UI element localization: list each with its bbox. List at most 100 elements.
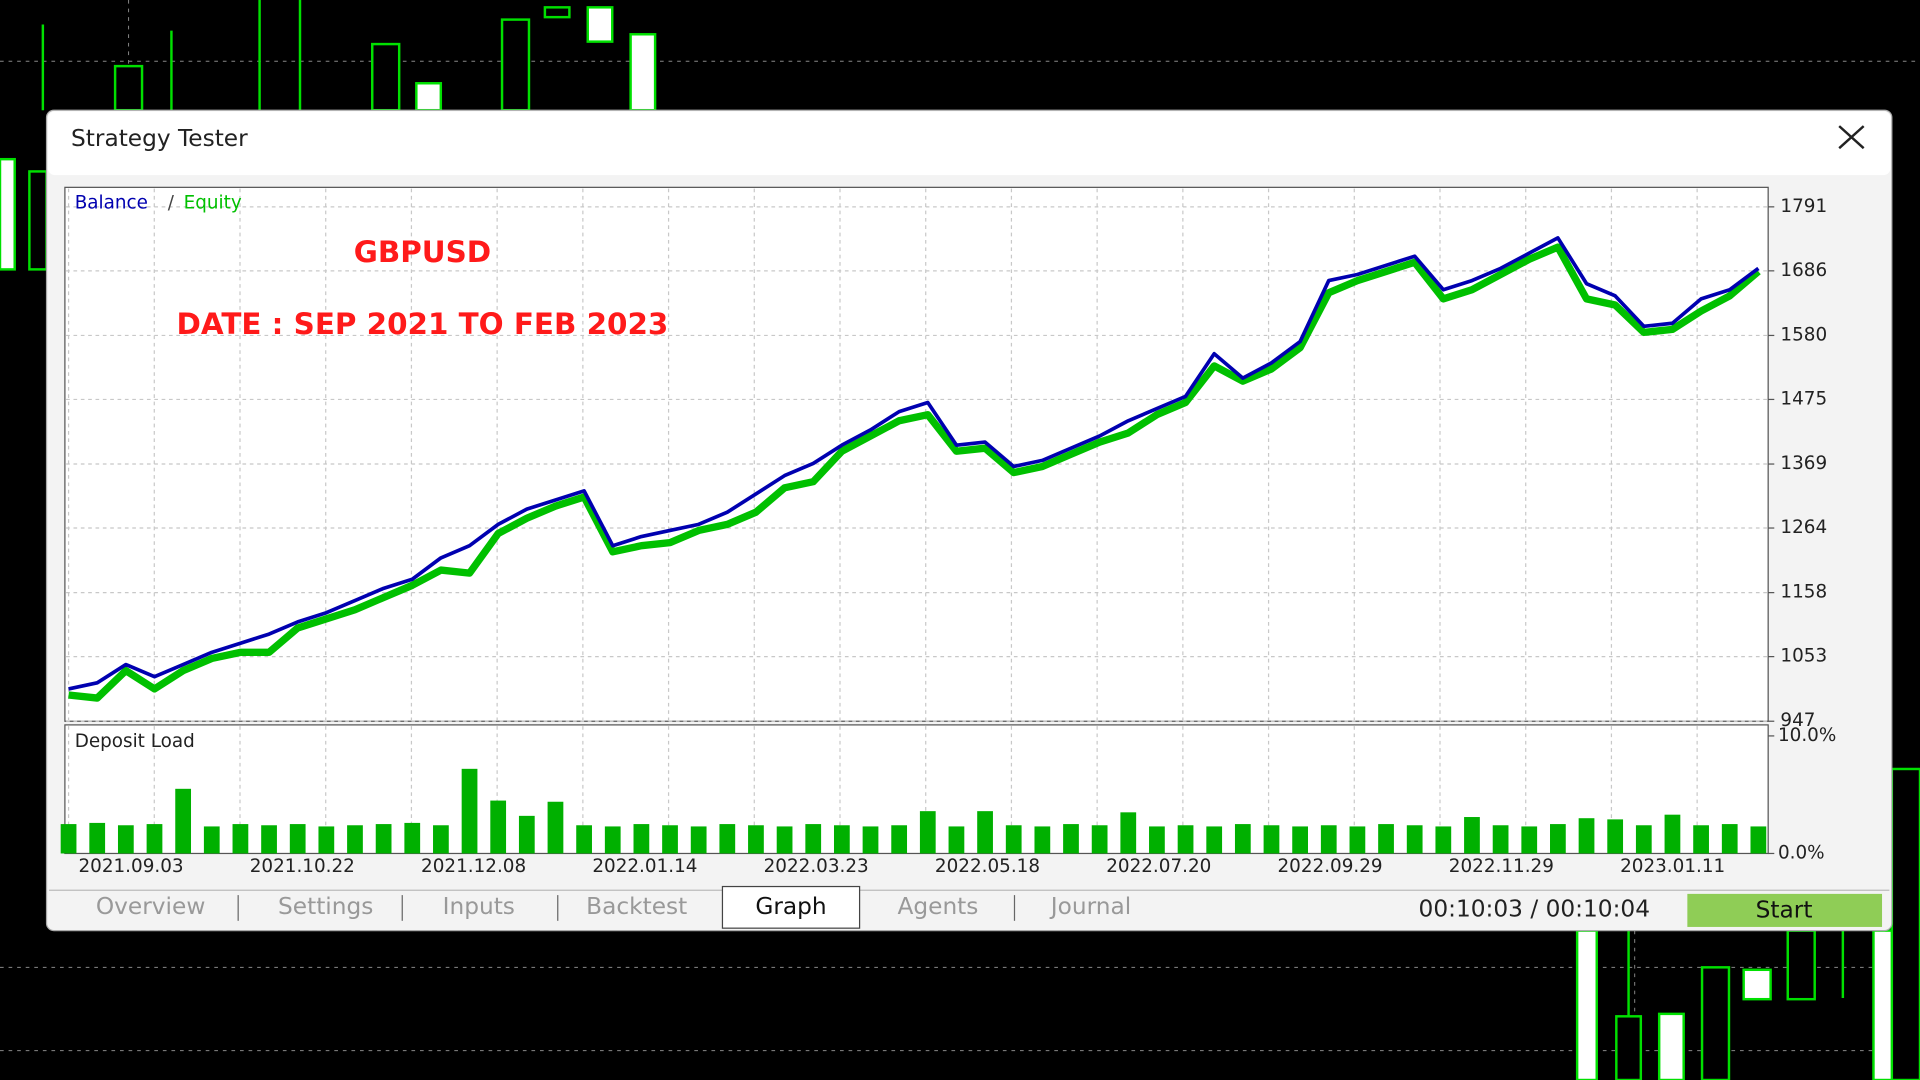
x-tick-label: 2022.05.18 [935,856,1040,877]
bar [490,800,507,854]
bar [1292,826,1308,854]
tab[interactable]: Graph [755,893,826,920]
x-tick-label: 2022.11.29 [1449,856,1554,877]
candle [0,157,16,271]
bar [1721,824,1738,854]
tab[interactable]: Inputs [443,893,515,920]
bar [1635,825,1652,854]
bar [117,825,134,854]
legend-balance: Balance [75,192,148,213]
bar [891,825,908,854]
candle [1742,968,1772,1001]
bar [1550,824,1566,854]
bar [1234,824,1251,854]
tab-active[interactable] [721,885,861,929]
bar [1206,826,1223,854]
bar [433,825,449,854]
bar [1607,819,1624,854]
bar [1492,825,1509,854]
title-bar [47,111,1891,176]
bar [604,826,621,854]
tab[interactable]: Journal [1049,893,1131,920]
bar [175,788,192,854]
bar [919,811,936,854]
candle [1615,1015,1643,1080]
x-tick-label: 2023.01.11 [1620,856,1725,877]
bar [1091,825,1108,854]
y-tick-label: 1791 [1780,196,1827,217]
candle [586,6,614,43]
bar [375,824,392,854]
bar [805,824,822,854]
bar [318,826,335,854]
y-tick-label: 0.0% [1778,842,1825,863]
tab[interactable]: Backtest [586,893,687,920]
bar [1063,824,1079,854]
bar [662,825,678,854]
bar [146,824,163,854]
legend-separator: / [168,192,175,213]
bar [690,826,707,854]
candle [629,33,657,112]
bar [1521,826,1538,854]
bar [89,822,106,854]
bar [1149,826,1165,854]
bar [1263,825,1280,854]
bar [1464,817,1480,854]
x-tick-label: 2022.07.20 [1106,856,1211,877]
x-tick-label: 2021.12.08 [421,856,526,877]
tab[interactable]: Overview [96,893,205,920]
y-tick-label: 1264 [1780,517,1827,538]
bar [948,826,965,854]
close-icon[interactable] [1838,125,1865,150]
candle [1657,1012,1685,1080]
y-tick-label: 947 [1780,710,1815,731]
bar [461,768,478,854]
window-title: Strategy Tester [71,125,248,152]
start-button[interactable] [1687,893,1883,927]
bar [347,825,363,854]
candle [371,42,401,112]
bar [203,826,220,854]
candle [113,64,144,112]
bar [547,801,564,854]
y-tick-label: 1053 [1780,646,1827,667]
candle [1700,966,1731,1080]
candle [1786,929,1816,1001]
legend-equity: Equity [184,192,242,213]
tab[interactable]: Agents [897,893,978,920]
bar [1320,825,1337,854]
bar [1120,812,1137,854]
tab[interactable]: Settings [278,893,373,920]
candle [543,6,571,19]
chart-title: GBPUSD [354,235,491,269]
chart-layer: 947 1053 1158 1264 1369 1475 1580 1686 1791 2021.… [60,196,1836,877]
y-tick-label: 1686 [1780,260,1827,281]
bar [1177,825,1194,854]
candle [500,18,531,112]
close-button[interactable] [1838,125,1865,150]
series-line [68,236,1760,691]
chart-subtitle: DATE : SEP 2021 TO FEB 2023 [177,307,669,341]
start-button-label[interactable]: Start [1756,897,1813,924]
bar [261,825,277,854]
bar [1750,826,1767,854]
bar [633,824,650,854]
bar [1435,826,1452,854]
bar [833,825,850,854]
y-tick-label: 1475 [1780,388,1827,409]
x-tick-label: 2021.10.22 [250,856,355,877]
y-tick-label: 1580 [1780,324,1827,345]
bar [576,825,592,854]
bar [518,815,535,854]
bar [1005,825,1022,854]
bar [60,824,77,854]
bar [232,824,249,854]
bar [776,826,793,854]
bar [862,826,879,854]
bar [1378,824,1394,854]
bar [748,825,764,854]
